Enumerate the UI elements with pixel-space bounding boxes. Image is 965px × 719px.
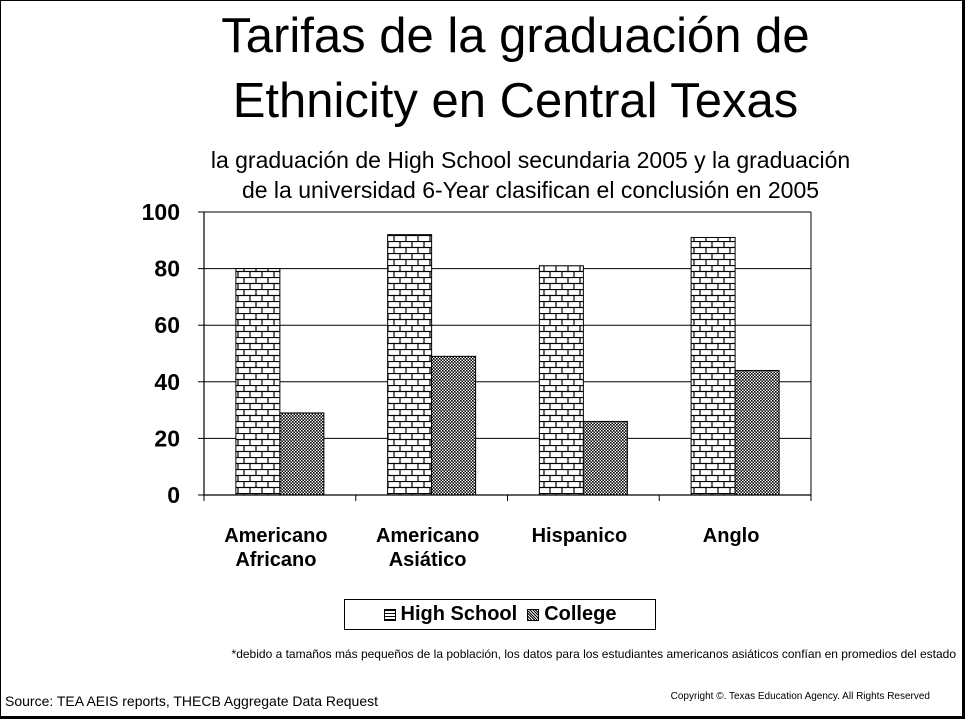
bar-high-school [538,265,584,496]
legend-item-college: College [527,603,616,626]
x-category-label: Americano [224,525,327,547]
y-tick-label: 100 [142,199,180,225]
chart-title-line-1: Tarifas de la graduación de [221,9,810,63]
x-category-label: Americano [376,525,479,547]
x-category-label: Asiático [389,549,467,571]
x-category-label: Hispanico [532,525,628,547]
bar-college [431,355,477,496]
y-tick-label: 20 [154,425,180,451]
footnote: *debido a tamaños más pequeños de la pob… [231,647,956,661]
bar-high-school [387,234,433,496]
y-tick-label: 0 [167,482,180,508]
legend-label-college: College [544,603,617,625]
axes [198,211,812,501]
y-tick-label: 40 [154,369,180,395]
axis-labels: 020406080100AmericanoAfricanoAmericanoAs… [142,199,760,571]
chart-legend: High School College [344,599,656,630]
x-category-label: Africano [235,549,316,571]
chart-subtitle-line-2: de la universidad 6-Year clasifican el c… [241,177,820,203]
legend-label-high-school: High School [400,603,518,625]
bar-college [279,412,325,496]
bar-college [582,420,628,496]
chart-subtitle-line-1: la graduación de High School secundaria … [210,147,851,173]
bar-high-school [235,268,281,496]
legend-item-high-school: High School [383,603,518,626]
legend-swatch-college [527,608,540,621]
legend-swatch-high-school [383,608,396,621]
x-category-label: Anglo [703,525,760,547]
chart-title-line-2: Ethnicity en Central Texas [232,74,799,128]
copyright-note: Copyright ©. Texas Education Agency. All… [670,691,930,702]
y-tick-label: 60 [154,312,180,338]
bar-high-school [690,236,736,496]
source-note: Source: TEA AEIS reports, THECB Aggregat… [5,693,379,709]
bar-college [734,369,780,496]
y-tick-label: 80 [154,256,180,282]
bars [235,234,780,496]
